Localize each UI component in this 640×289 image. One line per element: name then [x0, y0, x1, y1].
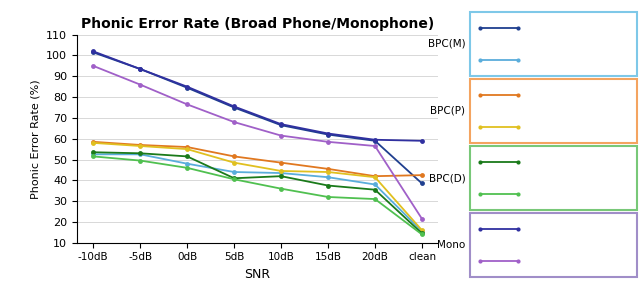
Text: BPC(D): BPC(D)	[429, 173, 465, 183]
Text: BPC(M): BPC(M)	[428, 39, 465, 49]
Text: Noisy: Noisy	[526, 224, 555, 234]
X-axis label: SNR: SNR	[244, 268, 271, 281]
Text: Noisy: Noisy	[526, 90, 555, 100]
Text: Enhanced: Enhanced	[526, 55, 577, 65]
Y-axis label: Phonic Error Rate (%): Phonic Error Rate (%)	[31, 79, 40, 199]
Text: BPC(P): BPC(P)	[430, 106, 465, 116]
Text: Enhanced: Enhanced	[526, 189, 577, 199]
Text: Mono: Mono	[437, 240, 465, 250]
Title: Phonic Error Rate (Broad Phone/Monophone): Phonic Error Rate (Broad Phone/Monophone…	[81, 17, 434, 31]
Text: Enhanced: Enhanced	[526, 122, 577, 132]
Text: Noisy: Noisy	[526, 157, 555, 167]
Text: Enhanced: Enhanced	[526, 256, 577, 266]
Text: Noisy: Noisy	[526, 23, 555, 33]
